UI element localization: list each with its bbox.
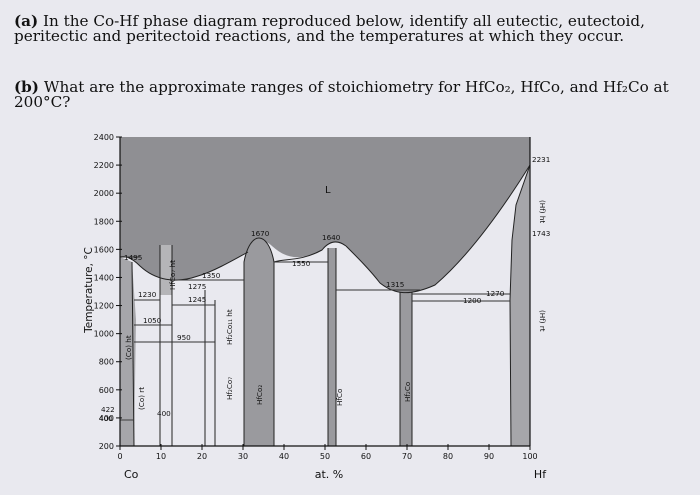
y-axis-title: Temperature, °C [83, 247, 95, 334]
question-a: (a) In the Co-Hf phase diagram reproduce… [14, 12, 694, 45]
label-422: 422 [101, 405, 115, 414]
y-tick-label: 1400 [94, 273, 114, 282]
y-tick-label: 2000 [94, 189, 114, 198]
phase-hfco: HfCo [335, 389, 344, 406]
y-tick-label: 800 [99, 358, 114, 367]
label-1550: 1550 [292, 259, 311, 268]
label-1315: 1315 [386, 280, 404, 289]
phase-co-rt: (Co) rt [137, 387, 146, 410]
liquid-region [120, 137, 530, 293]
temperature-labels: 1495 2231 1230 1350 1275 1245 1050 950 1… [99, 155, 550, 423]
co-solvus [131, 261, 135, 447]
phase-hf-rt: (Hf) rt [538, 310, 547, 332]
invariant-lines [120, 256, 510, 421]
y-tick-label: 1600 [94, 245, 114, 254]
phase-hfco2: HfCo₂ [255, 385, 264, 405]
label-1743: 1743 [532, 229, 550, 238]
x-tick-label: 20 [197, 452, 207, 461]
x-tick-label: 90 [484, 452, 494, 461]
x-right-element: Hf [534, 468, 547, 481]
phase-hf2co11-ht: Hf₂Co₁₁ ht [225, 309, 234, 345]
hfco7-ht-region [160, 245, 172, 295]
hf-solvus [509, 164, 531, 447]
phase-co-ht: (Co) ht [124, 335, 133, 360]
y-tick-label: 1000 [94, 330, 114, 339]
label-400-inner: 400 [157, 409, 171, 418]
question-a-label: (a) [14, 12, 39, 30]
hfco-band [328, 248, 336, 446]
y-tick-label: 1800 [94, 217, 114, 226]
label-1275: 1275 [188, 282, 206, 291]
liquidus-line [119, 251, 249, 281]
hf-rich-liquidus [345, 164, 531, 294]
label-400-axis: 400 [99, 414, 113, 423]
y-tick-label: 600 [99, 386, 114, 395]
x-tick-label: 10 [156, 452, 166, 461]
label-1200: 1200 [463, 296, 482, 305]
hfco-liquidus [273, 241, 347, 263]
question-b: (b) What are the approximate ranges of s… [14, 78, 694, 111]
hf-solid-region [510, 165, 530, 446]
x-tick-label: 70 [402, 452, 412, 461]
question-b-label: (b) [14, 78, 39, 96]
label-1230: 1230 [138, 290, 157, 299]
x-tick-label: 40 [279, 452, 289, 461]
label-1640: 1640 [322, 233, 341, 242]
x-tick-label: 30 [238, 452, 248, 461]
phase-boundaries [119, 164, 531, 447]
label-1495: 1495 [124, 253, 142, 262]
question-b-text: What are the approximate ranges of stoic… [14, 78, 669, 111]
y-tick-label: 1200 [94, 302, 114, 311]
phase-hf2co: Hf₂Co [403, 382, 412, 402]
phase-hf-ht: (Hf) ht [538, 200, 547, 223]
x-tick-label: 100 [522, 452, 537, 461]
x-tick-label: 0 [117, 452, 122, 461]
phase-labels: L (Co) rt (Co) ht HfCo₇ ht Hf₂Co₇ Hf₂Co₁… [124, 185, 547, 410]
x-tick-label: 80 [443, 452, 453, 461]
label-1350: 1350 [202, 271, 221, 280]
x-tick-label: 50 [320, 452, 330, 461]
label-2231: 2231 [532, 155, 550, 164]
label-1270: 1270 [486, 289, 505, 298]
hfco2-dome-line [243, 237, 275, 446]
label-950: 950 [177, 333, 191, 342]
y-tick-label: 2400 [94, 133, 114, 142]
y-tick-label: 2200 [94, 161, 114, 170]
phase-hf2co7: Hf₂Co₇ [225, 377, 234, 400]
y-tick-label: 400 [99, 414, 114, 423]
hfco2-dome [244, 238, 274, 446]
x-left-element: Co [124, 468, 139, 481]
y-ticks: 200 400 600 800 1000 1200 1400 1600 1800 2000 2200… [94, 133, 122, 451]
phase-hfco7-ht: HfCo₇ ht [168, 260, 177, 290]
phase-liquid: L [325, 185, 331, 196]
x-ticks: 0 10 20 30 40 50 60 70 80 90 100 [117, 444, 538, 461]
label-1245: 1245 [188, 295, 206, 304]
question-a-text: In the Co-Hf phase diagram reproduced be… [14, 12, 645, 45]
x-axis-title: at. % [315, 468, 344, 481]
label-1670: 1670 [251, 229, 270, 238]
y-tick-label: 200 [99, 442, 114, 451]
x-tick-label: 60 [361, 452, 371, 461]
hf2co-band [400, 292, 412, 446]
label-1050: 1050 [143, 316, 162, 325]
